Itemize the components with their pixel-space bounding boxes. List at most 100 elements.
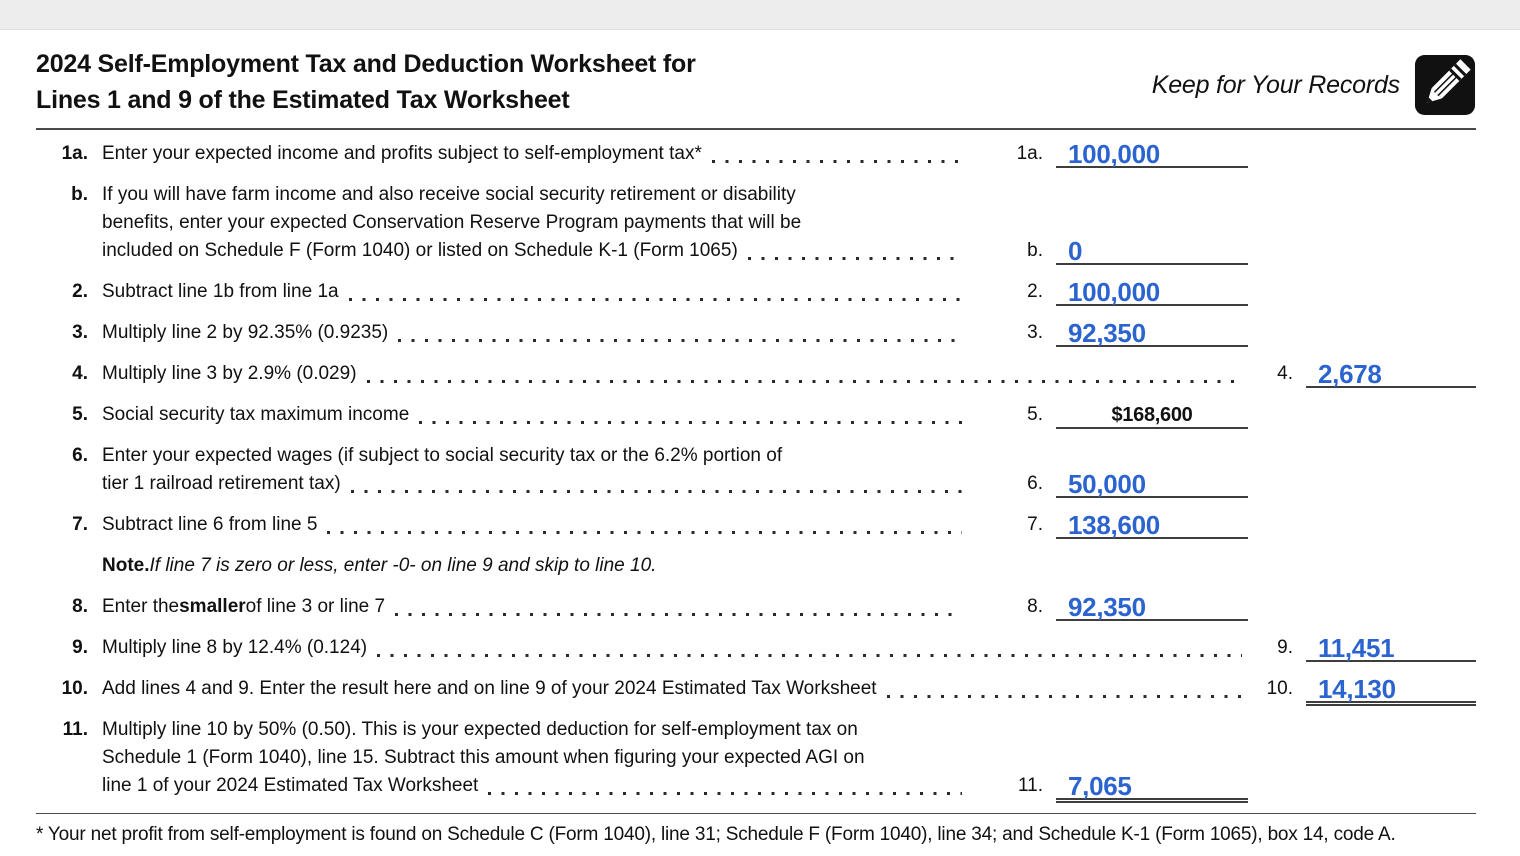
pencil-icon — [1414, 54, 1476, 116]
field-label: 8. — [1027, 596, 1043, 617]
worksheet-title: 2024 Self-Employment Tax and Deduction W… — [36, 46, 696, 118]
worksheet-title-line2: Lines 1 and 9 of the Estimated Tax Works… — [36, 86, 570, 114]
value-underline: 100,000 — [1056, 141, 1248, 168]
line-text-row: included on Schedule F (Form 1040) or li… — [102, 237, 968, 265]
line-text: If you will have farm income and also re… — [102, 181, 968, 265]
entered-amount: 100,000 — [1068, 277, 1160, 307]
line-text: Multiply line 2 by 92.35% (0.9235) — [102, 319, 968, 347]
line-text: Enter your expected income and profits s… — [102, 140, 968, 168]
line-text-row: Add lines 4 and 9. Enter the result here… — [102, 675, 1248, 703]
dotted-leader — [350, 490, 962, 493]
line-text: Subtract line 1b from line 1a — [102, 278, 968, 306]
line-number: 3. — [72, 322, 88, 343]
line-text-row: Subtract line 1b from line 1a — [102, 278, 968, 306]
entered-amount: 7,065 — [1068, 771, 1132, 801]
line-number: 1a. — [61, 143, 88, 164]
worksheet-row: 11. Multiply line 10 by 50% (0.50). This… — [36, 716, 1476, 803]
worksheet-row: 1a. Enter your expected income and profi… — [36, 140, 1476, 168]
line-text-row: Enter your expected income and profits s… — [102, 140, 968, 168]
field-label: 11. — [1017, 775, 1043, 796]
line-number: 8. — [72, 596, 88, 617]
entered-amount: 14,130 — [1318, 674, 1396, 704]
field-value[interactable]: 7,065 — [1056, 771, 1248, 803]
value-underline: 2,678 — [1306, 361, 1476, 388]
entered-amount: 138,600 — [1068, 510, 1160, 540]
text-segment: benefits, enter your expected Conservati… — [102, 212, 802, 233]
line-text-row: Note. If line 7 is zero or less, enter -… — [102, 552, 968, 580]
dotted-leader — [886, 695, 1242, 698]
line-text-row: benefits, enter your expected Conservati… — [102, 209, 968, 237]
worksheet-title-line1: 2024 Self-Employment Tax and Deduction W… — [36, 50, 696, 78]
worksheet-row: Note. If line 7 is zero or less, enter -… — [36, 552, 1476, 580]
line-number: 7. — [72, 514, 88, 535]
line-number: 5. — [72, 404, 88, 425]
worksheet-row: 8. Enter the smaller of line 3 or line 7… — [36, 593, 1476, 621]
text-segment: Enter your expected wages (if subject to… — [102, 445, 783, 466]
line-text: Note. If line 7 is zero or less, enter -… — [102, 552, 968, 580]
text-segment: If you will have farm income and also re… — [102, 184, 796, 205]
page-top-edge — [0, 0, 1520, 30]
text-segment: Subtract line 1b from line 1a — [102, 281, 339, 302]
line-number: 4. — [72, 363, 88, 384]
line-number: b. — [71, 184, 88, 205]
worksheet-row: 10. Add lines 4 and 9. Enter the result … — [36, 674, 1476, 706]
field-value-col2[interactable]: 11,451 — [1306, 635, 1476, 662]
line-text: Enter your expected wages (if subject to… — [102, 442, 968, 498]
line-text: Subtract line 6 from line 5 — [102, 511, 968, 539]
field-label-col2: 9. — [1277, 637, 1293, 658]
text-segment: tier 1 railroad retirement tax) — [102, 473, 341, 494]
value-underline: 100,000 — [1056, 279, 1248, 306]
value-underline: 14,130 — [1306, 674, 1476, 706]
field-label: 7. — [1027, 514, 1043, 535]
worksheet-row: 3. Multiply line 2 by 92.35% (0.9235) 3.… — [36, 319, 1476, 347]
field-label: 5. — [1027, 404, 1043, 425]
field-value-col2[interactable]: 14,130 — [1306, 674, 1476, 706]
field-value[interactable]: 92,350 — [1056, 594, 1248, 621]
line-number: 2. — [72, 281, 88, 302]
line-text: Social security tax maximum income — [102, 401, 968, 429]
line-text-row: tier 1 railroad retirement tax) — [102, 470, 968, 498]
field-value[interactable]: 92,350 — [1056, 320, 1248, 347]
field-label-col2: 10. — [1266, 678, 1293, 699]
text-segment: Enter your expected income and profits s… — [102, 143, 702, 164]
text-segment: Add lines 4 and 9. Enter the result here… — [102, 678, 877, 699]
line-text-row: Multiply line 3 by 2.9% (0.029) — [102, 360, 1248, 388]
footnote: * Your net profit from self-employment i… — [36, 824, 1396, 845]
line-number: 6. — [72, 445, 88, 466]
text-segment: Note. — [102, 555, 150, 576]
worksheet-row: 6. Enter your expected wages (if subject… — [36, 442, 1476, 498]
field-value[interactable]: 50,000 — [1056, 471, 1248, 498]
text-segment: Multiply line 3 by 2.9% (0.029) — [102, 363, 357, 384]
entered-amount: 100,000 — [1068, 139, 1160, 169]
field-label: 2. — [1027, 281, 1043, 302]
footer-divider — [36, 813, 1476, 814]
field-value[interactable]: $168,600 — [1056, 404, 1248, 429]
field-value[interactable]: 100,000 — [1056, 141, 1248, 168]
line-number: 11. — [62, 719, 88, 740]
keep-for-records: Keep for Your Records — [1152, 54, 1476, 118]
dotted-leader — [377, 654, 1242, 657]
dotted-leader — [711, 160, 962, 163]
field-label: 1a. — [1016, 143, 1043, 164]
field-label: b. — [1027, 240, 1043, 261]
value-underline: 50,000 — [1056, 471, 1248, 498]
field-value-col2[interactable]: 2,678 — [1306, 361, 1476, 388]
entered-amount: 50,000 — [1068, 469, 1146, 499]
line-text-row: If you will have farm income and also re… — [102, 181, 968, 209]
dotted-leader — [398, 339, 962, 342]
field-value[interactable]: 138,600 — [1056, 512, 1248, 539]
field-label-col2: 4. — [1277, 363, 1293, 384]
worksheet-row: 9. Multiply line 8 by 12.4% (0.124) 9. 1… — [36, 634, 1476, 662]
field-value[interactable]: 100,000 — [1056, 279, 1248, 306]
worksheet-row: 4. Multiply line 3 by 2.9% (0.029) 4. 2,… — [36, 360, 1476, 388]
field-value[interactable]: 0 — [1056, 238, 1248, 265]
dotted-leader — [327, 531, 962, 534]
line-text: Multiply line 10 by 50% (0.50). This is … — [102, 716, 968, 800]
value-underline: 0 — [1056, 238, 1248, 265]
line-text: Multiply line 8 by 12.4% (0.124) — [102, 634, 1248, 662]
line-text: Add lines 4 and 9. Enter the result here… — [102, 675, 1248, 703]
line-text-row: Subtract line 6 from line 5 — [102, 511, 968, 539]
value-underline: 11,451 — [1306, 635, 1476, 662]
line-text-row: Multiply line 10 by 50% (0.50). This is … — [102, 716, 968, 744]
